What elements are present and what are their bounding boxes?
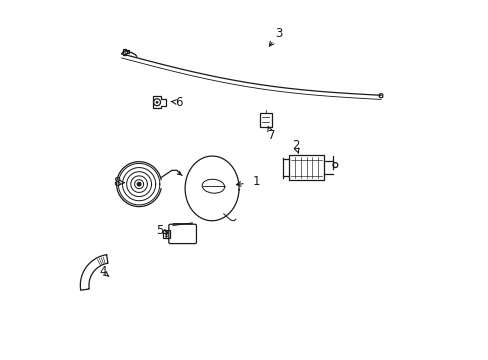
Text: 4: 4 <box>99 265 106 278</box>
Circle shape <box>137 182 141 186</box>
Text: 3: 3 <box>275 27 282 40</box>
Circle shape <box>165 235 167 238</box>
Text: 2: 2 <box>291 139 299 152</box>
Text: 6: 6 <box>175 96 182 109</box>
Circle shape <box>156 101 158 103</box>
Text: 8: 8 <box>113 176 121 189</box>
Text: 5: 5 <box>156 224 163 237</box>
Text: 7: 7 <box>267 129 275 141</box>
Circle shape <box>165 233 167 235</box>
Circle shape <box>165 230 167 233</box>
Bar <box>289 155 324 180</box>
Bar <box>163 230 170 238</box>
Text: 1: 1 <box>252 175 260 188</box>
